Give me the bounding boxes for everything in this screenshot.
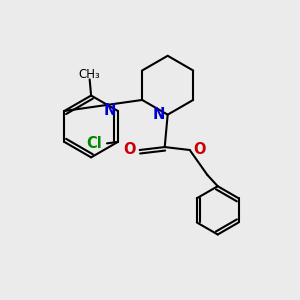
Text: Cl: Cl (86, 136, 102, 151)
Text: O: O (124, 142, 136, 158)
Text: N: N (152, 107, 165, 122)
Text: CH₃: CH₃ (79, 68, 100, 80)
Text: O: O (193, 142, 206, 158)
Text: N: N (103, 103, 116, 118)
